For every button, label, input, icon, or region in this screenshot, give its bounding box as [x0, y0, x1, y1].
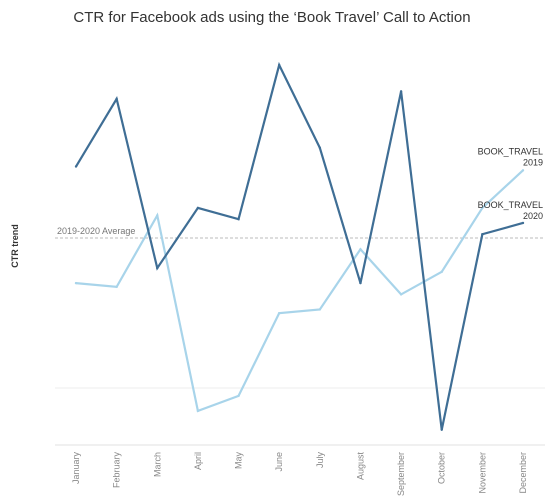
series-end-label: 2020	[523, 211, 543, 221]
x-tick-label: March	[152, 452, 162, 477]
data-point	[115, 97, 118, 101]
series-group	[74, 61, 525, 431]
x-tick-label: July	[315, 452, 325, 469]
x-tick-label: November	[477, 452, 487, 494]
series-end-label: BOOK_TRAVEL	[478, 146, 543, 156]
data-point	[156, 266, 159, 270]
chart-title: CTR for Facebook ads using the ‘Book Tra…	[73, 9, 470, 26]
x-tick-label: February	[112, 452, 122, 489]
series-line-1	[75, 61, 524, 430]
data-point	[237, 394, 240, 398]
data-point	[277, 63, 281, 67]
data-point	[277, 312, 281, 315]
data-point	[74, 281, 78, 285]
data-point	[521, 221, 525, 225]
x-tick-label: June	[274, 452, 284, 472]
data-point	[359, 248, 362, 251]
x-tick-label: October	[437, 452, 447, 484]
data-point	[399, 293, 403, 296]
data-point	[481, 206, 484, 210]
x-tick-label: December	[518, 452, 528, 494]
data-point	[521, 169, 525, 172]
x-tick-label: January	[71, 452, 81, 485]
x-tick-label: May	[234, 452, 244, 470]
data-point	[481, 233, 484, 236]
x-tick-label: April	[193, 452, 203, 470]
data-point	[156, 214, 159, 217]
data-point	[115, 285, 118, 289]
series-line-0	[75, 169, 524, 413]
data-point	[440, 428, 443, 431]
x-axis-ticks: January February March April May June July Augu…	[71, 452, 528, 497]
data-point	[196, 206, 200, 210]
average-reference-label: 2019-2020 Average	[57, 226, 135, 236]
data-point	[237, 218, 240, 221]
series-end-label: BOOK_TRAVEL	[478, 200, 543, 210]
data-point	[399, 90, 403, 93]
series-end-label: 2019	[523, 157, 543, 167]
y-axis-label: CTR trend	[10, 224, 20, 268]
data-point	[318, 146, 322, 149]
data-point	[74, 165, 78, 168]
x-tick-label: August	[355, 452, 365, 481]
data-point	[359, 281, 362, 285]
data-point	[196, 409, 200, 413]
data-point	[318, 308, 322, 311]
x-tick-label: September	[396, 452, 406, 496]
data-point	[440, 270, 443, 274]
reference-line-group: 2019-2020 Average	[55, 226, 545, 239]
